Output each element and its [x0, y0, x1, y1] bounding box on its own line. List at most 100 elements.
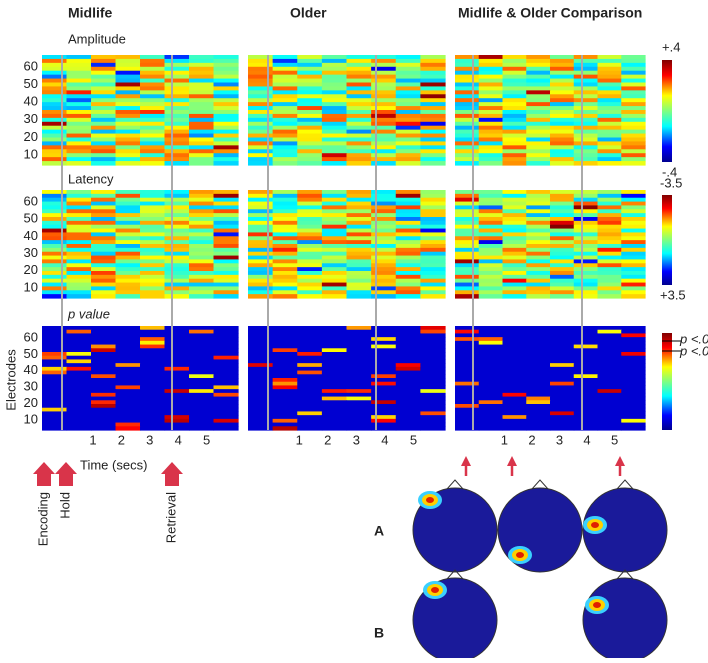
heatmap-cell [42, 407, 68, 413]
heatmap-cell [455, 396, 480, 401]
heatmap-cell [478, 133, 504, 139]
heatmap-cell [597, 392, 622, 398]
heatmap-cell [140, 422, 166, 427]
heatmap-cell [550, 213, 575, 218]
heatmap-cell [248, 55, 274, 60]
heatmap-cell [621, 255, 646, 261]
heatmap-cell [455, 153, 480, 158]
heatmap-cell [550, 422, 575, 427]
heatmap-cell [115, 400, 141, 405]
heatmap-cell [526, 359, 551, 364]
heatmap-cell [621, 213, 646, 218]
heatmap-cell [420, 282, 446, 288]
heatmap-cell [478, 217, 504, 222]
heatmap-cell [321, 102, 348, 107]
heatmap-cell [420, 340, 446, 346]
heatmap-cell [621, 259, 646, 264]
heatmap-cell [346, 55, 372, 60]
heatmap-cell [189, 294, 215, 299]
heatmap-cell [346, 125, 372, 131]
heatmap-cell [272, 141, 298, 146]
heatmap-cell [478, 326, 504, 331]
heatmap-cell [115, 129, 141, 135]
heatmap-cell [248, 193, 274, 199]
heatmap-cell [371, 102, 397, 107]
heatmap-cell [297, 392, 323, 398]
heatmap-cell [91, 141, 117, 146]
heatmap-cell [597, 86, 622, 91]
heatmap-cell [164, 217, 190, 222]
heatmap-cell [213, 201, 239, 207]
heatmap-cell [189, 355, 215, 361]
heatmap-cell [213, 190, 239, 195]
heatmap-cell [502, 74, 527, 80]
heatmap-cell [91, 201, 117, 207]
heatmap-cell [455, 251, 480, 257]
heatmap-cell [140, 141, 166, 146]
heatmap-cell [395, 201, 421, 207]
heatmap-cell [164, 415, 190, 420]
heatmap-cell [395, 217, 421, 222]
heatmap-cell [597, 161, 622, 166]
heatmap-cell [297, 102, 323, 107]
heatmap-cell [272, 392, 298, 398]
heatmap-cell [115, 125, 141, 131]
heatmap-cell [115, 251, 141, 257]
heatmap-cell [297, 161, 323, 166]
heatmap-cell [420, 381, 446, 387]
heatmap-cell [189, 267, 215, 272]
heatmap-cell [395, 205, 421, 210]
heatmap-cell [189, 348, 215, 353]
heatmap-cell [371, 366, 397, 372]
heatmap-cell [597, 94, 622, 99]
heatmap-cell [272, 290, 298, 295]
heatmap-cell [420, 209, 446, 214]
heatmap-cell [272, 389, 298, 394]
heatmap-cell [395, 286, 421, 291]
heatmap-cell [371, 145, 397, 150]
heatmap-cell [321, 197, 348, 203]
heatmap-cell [248, 378, 274, 383]
heatmap-cell [140, 337, 166, 342]
heatmap-cell [346, 157, 372, 162]
heatmap-cell [189, 70, 215, 76]
heatmap-cell [478, 55, 504, 60]
heatmap-cell [597, 337, 622, 342]
heatmap-cell [346, 62, 372, 68]
heatmap-cell [502, 190, 527, 195]
heatmap-cell [455, 378, 480, 383]
heatmap-cell [66, 106, 92, 111]
heatmap-cell [42, 106, 68, 111]
heatmap-cell [621, 58, 646, 64]
heatmap-cell [115, 374, 141, 379]
heatmap-cell [189, 392, 215, 398]
heatmap-cell [455, 381, 480, 387]
heatmap-cell [213, 385, 239, 390]
heatmap-cell [526, 217, 551, 222]
heatmap-cell [213, 117, 239, 123]
heatmap-cell [371, 55, 397, 60]
heatmap-cell [66, 355, 92, 361]
heatmap-cell [371, 290, 397, 295]
heatmap-cell [91, 86, 117, 91]
heatmap-cell [66, 294, 92, 299]
heatmap-cell [272, 378, 298, 383]
heatmap-cell [140, 374, 166, 379]
heatmap-cell [42, 333, 68, 338]
heatmap-cell [164, 426, 190, 431]
heatmap-cell [621, 236, 646, 241]
heatmap-cell [573, 278, 599, 284]
heatmap-cell [478, 348, 504, 353]
heatmap-cell [272, 232, 298, 237]
heatmap-cell [395, 352, 421, 357]
heatmap-cell [297, 363, 323, 368]
heatmap-cell [502, 378, 527, 383]
heatmap-cell [597, 78, 622, 84]
heatmap-cell [321, 267, 348, 272]
heatmap-cell [297, 66, 323, 72]
heatmap-cell [597, 70, 622, 76]
heatmap-cell [502, 370, 527, 375]
heatmap-cell [189, 344, 215, 349]
heatmap-cell [140, 102, 166, 107]
heatmap-cell [115, 337, 141, 342]
